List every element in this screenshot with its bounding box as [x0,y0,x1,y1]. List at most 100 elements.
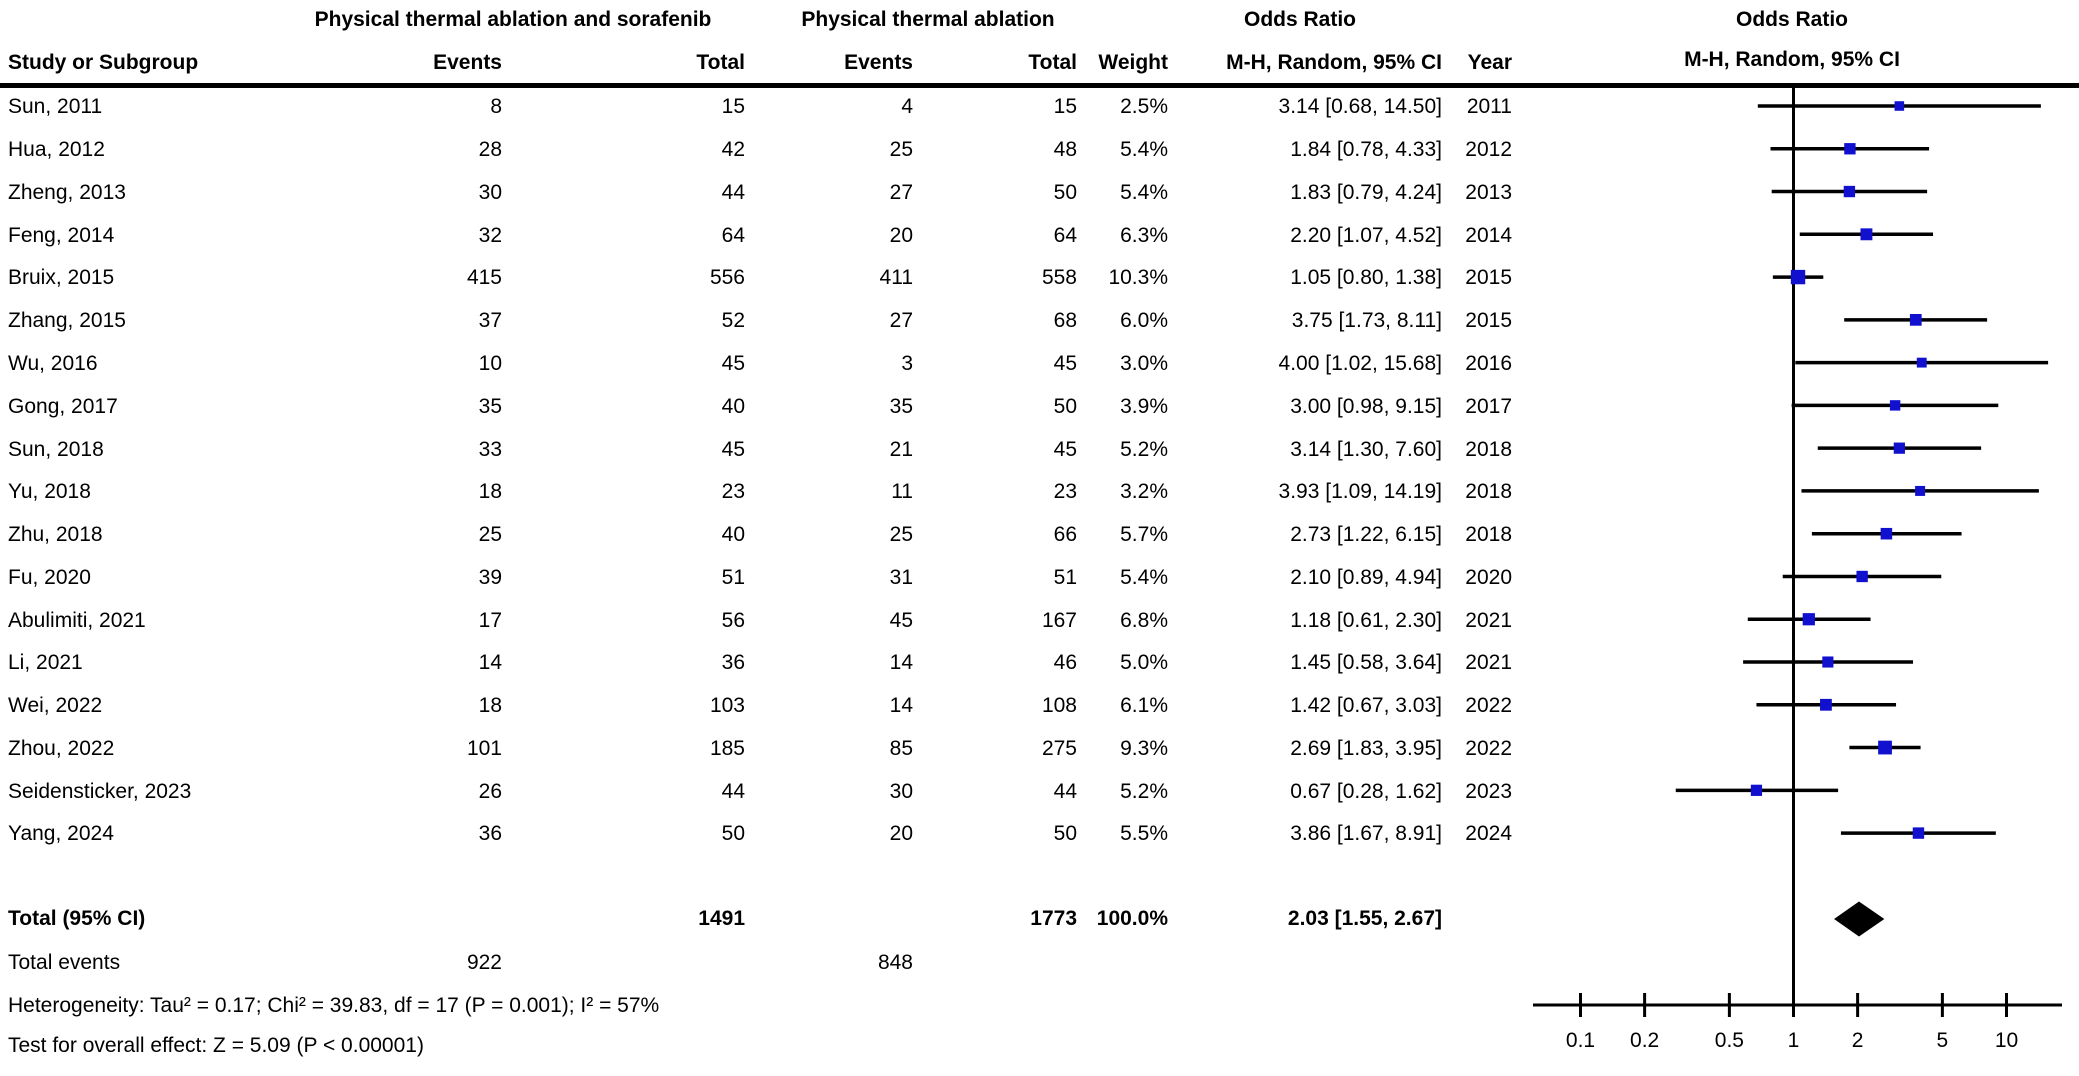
total1-value: 36 [721,651,745,675]
events1-value: 10 [478,351,502,375]
year-value: 2022 [1465,736,1512,760]
year-value: 2011 [1466,95,1512,119]
year-value: 2022 [1465,694,1512,718]
study-label: Hua, 2012 [8,138,105,162]
study-row: Li, 2021 14 36 14 46 5.0% 1.45 [0.58, 3.… [0,642,1512,685]
or-ci-value: 3.93 [1.09, 14.19] [1278,480,1442,504]
study-row: Sun, 2011 8 15 4 15 2.5% 3.14 [0.68, 14.… [0,86,1512,129]
total1-value: 50 [721,822,745,846]
or-ci-value: 2.69 [1.83, 3.95] [1290,736,1442,760]
weight-value: 6.1% [1120,694,1168,718]
events1-value: 36 [478,822,502,846]
study-row: Wu, 2016 10 45 3 45 3.0% 4.00 [1.02, 15.… [0,343,1512,386]
total2-value: 51 [1053,565,1077,589]
effect-square [1802,613,1815,626]
events2-value: 11 [891,480,913,504]
events2-value: 85 [889,736,913,760]
total2-value: 108 [1041,694,1077,718]
year-value: 2023 [1465,779,1512,803]
study-label: Zhou, 2022 [8,736,115,760]
total2-value: 66 [1053,523,1077,547]
total1-value: 44 [721,779,745,803]
total1-value: 44 [721,180,745,204]
events1-value: 415 [466,266,502,290]
or-ci-value: 1.45 [0.58, 3.64] [1290,651,1442,675]
or-ci-value: 4.00 [1.02, 15.68] [1278,351,1442,375]
header-rule [0,83,2079,88]
total1-value: 556 [709,266,745,290]
year-value: 2020 [1465,565,1512,589]
total2-value: 45 [1053,351,1077,375]
effect-square [1893,442,1905,454]
events2-value: 411 [879,266,913,290]
effect-square [1878,740,1892,755]
weight-value: 6.8% [1120,608,1168,632]
or-ci-value: 1.05 [0.80, 1.38] [1290,266,1442,290]
study-label: Wei, 2022 [8,694,103,718]
events2-value: 27 [889,309,913,333]
study-label: Zhang, 2015 [8,309,126,333]
weight-value: 9.3% [1120,736,1168,760]
total2-value: 50 [1053,822,1077,846]
total-diamond [1834,901,1885,937]
events1-value: 39 [478,565,502,589]
axis-tick-label: 0.2 [1630,1029,1659,1052]
or-ci-value: 3.00 [0.98, 9.15] [1290,394,1442,418]
or-ci-value: 3.14 [0.68, 14.50] [1278,95,1442,119]
study-row: Zhang, 2015 37 52 27 68 6.0% 3.75 [1.73,… [0,300,1512,343]
events2-value: 25 [889,138,913,162]
study-label: Yang, 2024 [8,822,114,846]
axis-tick-label: 1 [1788,1029,1800,1052]
effect-square [1856,570,1868,583]
weight-value: 3.9% [1120,394,1168,418]
events2-value: 4 [901,95,913,119]
study-label: Sun, 2018 [8,437,104,461]
total-or-ci: 2.03 [1.55, 2.67] [1287,907,1442,931]
weight-value: 5.4% [1120,138,1168,162]
study-rows: Sun, 2011 8 15 4 15 2.5% 3.14 [0.68, 14.… [0,86,1512,856]
weight-value: 5.2% [1120,437,1168,461]
year-value: 2017 [1465,394,1512,418]
study-row: Yu, 2018 18 23 11 23 3.2% 3.93 [1.09, 14… [0,471,1512,514]
effect-square [1843,185,1856,198]
total1-value: 40 [721,523,745,547]
events1-value: 28 [478,138,502,162]
effect-square [1894,101,1905,111]
or-ci-value: 1.42 [0.67, 3.03] [1290,694,1442,718]
study-row: Wei, 2022 18 103 14 108 6.1% 1.42 [0.67,… [0,685,1512,728]
study-row: Hua, 2012 28 42 25 48 5.4% 1.84 [0.78, 4… [0,129,1512,172]
total2-value: 44 [1053,779,1077,803]
events1-value: 37 [478,309,502,333]
overall-effect-test: Test for overall effect: Z = 5.09 (P < 0… [8,1034,424,1057]
events1-value: 14 [478,651,502,675]
total1-value: 42 [721,138,745,162]
weight-value: 6.0% [1120,309,1168,333]
study-label: Bruix, 2015 [8,266,115,290]
or-ci-value: 3.75 [1.73, 8.11] [1291,309,1442,333]
events2-value: 25 [889,523,913,547]
or-ci-value: 2.20 [1.07, 4.52] [1290,223,1442,247]
events2-value: 30 [889,779,913,803]
effect-square [1860,228,1873,241]
total2-value: 23 [1053,480,1077,504]
total-events-row: Total events 922 848 [0,942,1512,985]
total1-value: 103 [709,694,745,718]
year-value: 2013 [1465,180,1512,204]
year-value: 2015 [1465,309,1512,333]
weight-value: 5.4% [1120,180,1168,204]
weight-value: 5.5% [1120,822,1168,846]
effect-square [1822,656,1834,668]
col-events-2: Events [844,51,913,74]
events1-value: 30 [478,180,502,204]
study-label: Wu, 2016 [8,351,98,375]
study-label: Seidensticker, 2023 [8,779,192,803]
study-row: Fu, 2020 39 51 31 51 5.4% 2.10 [0.89, 4.… [0,556,1512,599]
total1-value: 52 [721,309,745,333]
total2-value: 15 [1053,95,1077,119]
year-value: 2015 [1465,266,1512,290]
weight-value: 5.2% [1120,779,1168,803]
events2-value: 31 [889,565,913,589]
year-value: 2024 [1465,822,1512,846]
axis-tick-label: 10 [1995,1029,2018,1052]
or-ci-value: 1.84 [0.78, 4.33] [1290,138,1442,162]
